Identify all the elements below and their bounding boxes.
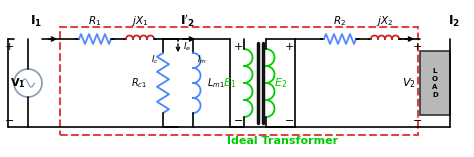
Text: $R_{c1}$: $R_{c1}$ (131, 76, 147, 90)
Text: $\mathbf{V_1}$: $\mathbf{V_1}$ (10, 76, 26, 90)
Text: $jX_2$: $jX_2$ (376, 14, 393, 28)
Text: $-$: $-$ (233, 114, 243, 124)
Text: Ideal Transformer: Ideal Transformer (227, 136, 338, 146)
Text: $-$: $-$ (412, 114, 422, 124)
Text: $\mathbf{I_1}$: $\mathbf{I_1}$ (30, 14, 42, 29)
Text: $I_m$: $I_m$ (197, 53, 207, 65)
Text: $-$: $-$ (284, 114, 294, 124)
Text: +: + (4, 42, 14, 52)
Text: $\mathbf{I'_2}$: $\mathbf{I'_2}$ (181, 12, 195, 29)
Bar (60, 27, 418, 135)
Text: L: L (433, 68, 437, 74)
Text: $I_e$: $I_e$ (183, 41, 191, 53)
Text: $-$: $-$ (4, 114, 14, 124)
Text: +: + (284, 42, 294, 52)
Text: $L_{m1}$: $L_{m1}$ (207, 76, 225, 90)
Text: $E_1$: $E_1$ (223, 76, 237, 90)
Text: +: + (233, 42, 243, 52)
Text: D: D (432, 92, 438, 98)
Bar (420, 51, 450, 115)
Text: $I_c$: $I_c$ (151, 53, 159, 65)
Text: $jX_1$: $jX_1$ (131, 14, 148, 28)
Text: O: O (432, 76, 438, 82)
Text: +: + (412, 42, 422, 52)
Text: A: A (432, 84, 438, 90)
Text: $\mathbf{I_2}$: $\mathbf{I_2}$ (448, 14, 460, 29)
Text: $E_2$: $E_2$ (274, 76, 288, 90)
Text: $V_2$: $V_2$ (402, 76, 416, 90)
Text: $R_2$: $R_2$ (334, 14, 346, 28)
Text: $R_1$: $R_1$ (89, 14, 101, 28)
